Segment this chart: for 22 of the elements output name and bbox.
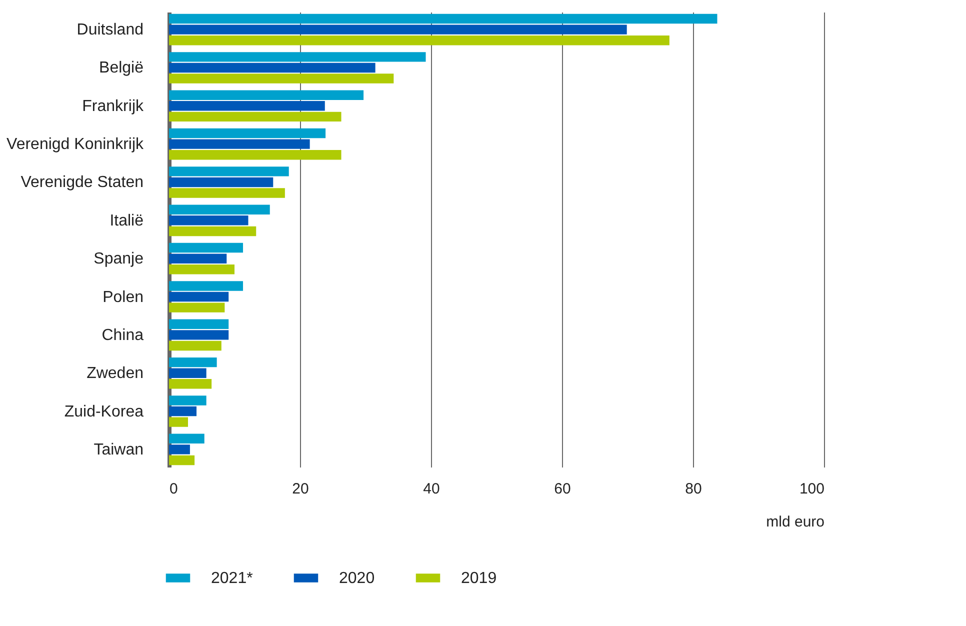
x-tick-label: 100	[799, 480, 824, 498]
x-axis-title: mld euro	[766, 514, 824, 530]
y-tick-label: Polen	[102, 288, 144, 306]
y-tick-label: Zweden	[86, 365, 144, 382]
y-tick-label: Spanje	[94, 250, 144, 268]
x-tick-label: 0	[170, 480, 178, 498]
y-tick-label: Italië	[110, 212, 144, 230]
y-tick-label: Verenigd Koninkrijk	[6, 136, 144, 154]
y-tick-label: Verenigde Staten	[20, 174, 144, 192]
y-tick-label: België	[99, 60, 144, 77]
y-tick-label: Duitsland	[76, 22, 144, 39]
x-tick-label: 80	[685, 480, 702, 498]
y-tick-label: Frankrijk	[82, 98, 144, 115]
y-tick-label: Zuid-Korea	[64, 403, 144, 420]
x-tick-label: 60	[554, 480, 571, 498]
y-tick-label: Taiwan	[94, 441, 144, 458]
y-tick-label: China	[102, 326, 144, 344]
legend-label: 2020	[339, 570, 375, 587]
x-tick-label: 20	[292, 480, 309, 498]
legend-label: 2019	[461, 570, 497, 587]
x-tick-label: 40	[423, 480, 440, 498]
legend-label: 2021*	[211, 570, 253, 587]
